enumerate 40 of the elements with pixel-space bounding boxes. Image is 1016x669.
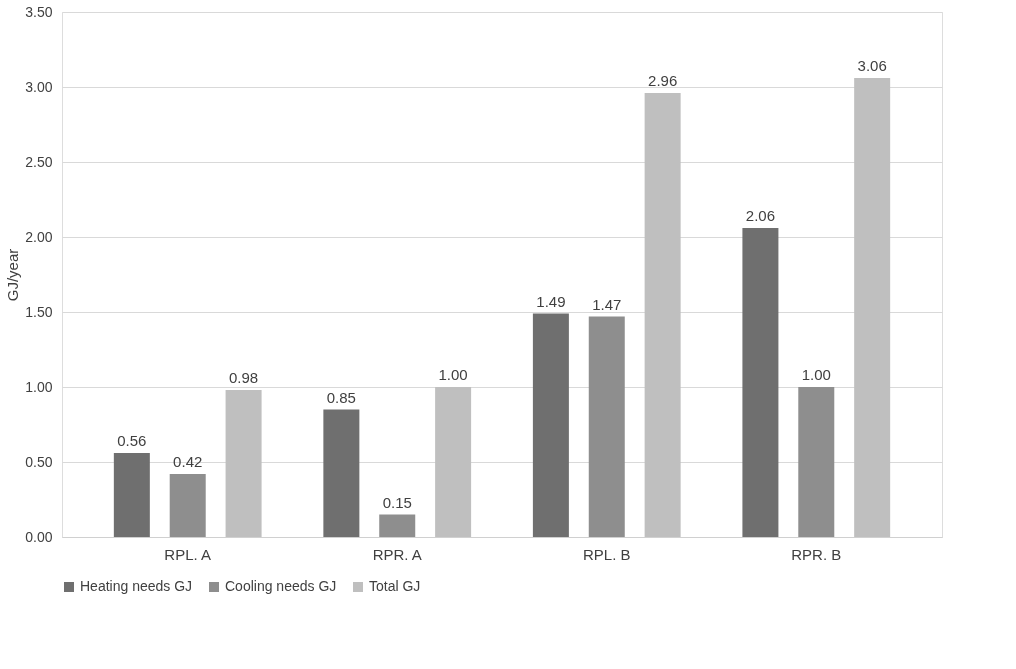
legend-label: Heating needs GJ: [80, 578, 193, 594]
bar: [532, 313, 569, 537]
bar: [644, 93, 681, 537]
y-tick-label: 0.00: [25, 528, 53, 545]
legend-label: Total GJ: [369, 578, 421, 594]
data-label: 0.85: [326, 388, 356, 406]
legend-label: Cooling needs GJ: [225, 578, 337, 594]
y-tick-label: 2.00: [25, 228, 53, 245]
bar: [588, 316, 625, 537]
bar: [323, 409, 360, 537]
data-label: 2.96: [648, 72, 678, 89]
bar: [379, 514, 416, 537]
data-label: 1.47: [592, 295, 622, 313]
x-tick-label: RPL. A: [164, 545, 212, 563]
y-tick-label: 0.50: [25, 453, 53, 470]
data-label: 1.00: [438, 366, 468, 383]
data-label: 0.56: [117, 432, 147, 449]
bar: [854, 78, 891, 537]
bar: [113, 453, 150, 537]
data-label: 0.15: [382, 493, 412, 511]
data-label: 1.49: [536, 292, 566, 310]
bar: [169, 474, 206, 537]
data-label: 0.98: [228, 369, 259, 386]
bar: [435, 387, 472, 537]
data-label: 2.06: [745, 207, 776, 224]
y-tick-label: 1.50: [25, 303, 53, 320]
y-tick-label: 3.00: [25, 78, 53, 95]
y-axis-title: GJ/year: [4, 248, 22, 302]
data-label: 1.00: [801, 366, 831, 383]
bar: [225, 390, 262, 537]
bar: [742, 228, 779, 537]
y-tick-label: 2.50: [25, 153, 53, 170]
bar: [798, 387, 835, 537]
y-tick-label: 3.50: [25, 3, 53, 20]
data-label: 0.42: [173, 453, 203, 470]
x-tick-label: RPR. A: [372, 545, 422, 563]
x-tick-label: RPL. B: [583, 545, 631, 563]
y-tick-label: 1.00: [25, 378, 53, 395]
data-label: 3.06: [857, 57, 887, 74]
x-tick-label: RPR. B: [791, 545, 842, 563]
